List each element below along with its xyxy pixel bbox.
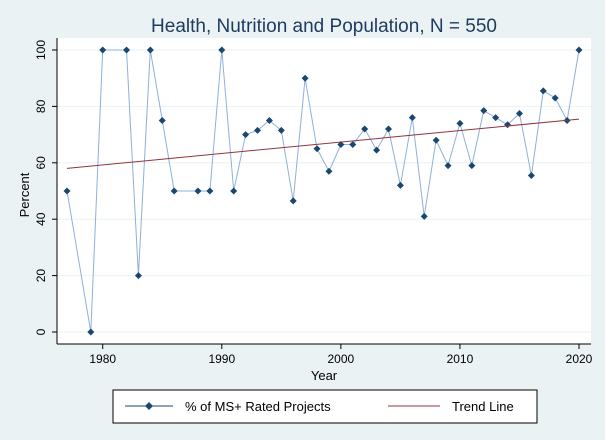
data-point bbox=[551, 94, 559, 102]
data-point bbox=[289, 197, 297, 205]
data-point bbox=[230, 187, 238, 195]
data-point bbox=[408, 114, 416, 122]
y-tick-label-1: 20 bbox=[34, 269, 48, 283]
data-point bbox=[158, 117, 166, 124]
data-point bbox=[444, 162, 452, 170]
data-point bbox=[539, 87, 547, 95]
data-point bbox=[575, 46, 583, 54]
data-point bbox=[134, 272, 142, 280]
data-point bbox=[194, 187, 202, 195]
data-point bbox=[99, 46, 107, 54]
data-point bbox=[123, 46, 131, 54]
y-tick-label-3: 60 bbox=[34, 156, 48, 170]
data-point bbox=[63, 187, 71, 195]
data-point bbox=[349, 140, 357, 148]
data-point bbox=[254, 126, 262, 134]
data-point bbox=[384, 125, 392, 133]
data-point bbox=[301, 74, 309, 82]
data-point bbox=[361, 125, 369, 133]
chart-title: Health, Nutrition and Population, N = 55… bbox=[151, 16, 497, 37]
data-point bbox=[527, 171, 535, 179]
grid bbox=[57, 49, 591, 333]
legend-series1-label: % of MS+ Rated Projects bbox=[185, 399, 331, 414]
data-point bbox=[432, 136, 440, 144]
legend-series1-marker bbox=[145, 402, 153, 410]
data-point bbox=[242, 131, 250, 139]
data-point bbox=[146, 46, 154, 54]
legend-series2-label: Trend Line bbox=[452, 399, 514, 414]
y-axis-label: Percent bbox=[17, 172, 32, 217]
y-tick-label-4: 80 bbox=[34, 99, 48, 113]
x-tick-label-3: 2010 bbox=[447, 352, 474, 366]
y-tick-label-2: 40 bbox=[34, 212, 48, 226]
data-point bbox=[468, 162, 476, 170]
data-point bbox=[480, 107, 488, 115]
ticks: 0 20 40 60 80 100 1980 1990 2000 2010 2020 bbox=[34, 40, 593, 366]
y-tick-label-5: 100 bbox=[34, 40, 48, 60]
data-point bbox=[373, 146, 381, 154]
legend: % of MS+ Rated Projects Trend Line bbox=[112, 389, 538, 424]
data-point bbox=[456, 119, 464, 127]
data-point bbox=[420, 212, 428, 220]
x-tick-label-0: 1980 bbox=[89, 352, 116, 366]
legend-box bbox=[112, 389, 538, 424]
data-point bbox=[325, 167, 333, 175]
data-point bbox=[337, 140, 345, 148]
data-point bbox=[313, 145, 321, 153]
data-point bbox=[515, 109, 523, 117]
data-point bbox=[170, 187, 178, 195]
x-axis-label: Year bbox=[311, 368, 338, 383]
series bbox=[63, 46, 583, 336]
y-tick-label-0: 0 bbox=[34, 328, 48, 335]
data-point bbox=[87, 328, 95, 336]
data-point bbox=[218, 46, 226, 54]
plot-area bbox=[57, 38, 591, 344]
series-line-1 bbox=[66, 118, 580, 169]
x-tick-label-1: 1990 bbox=[208, 352, 235, 366]
data-point bbox=[492, 114, 500, 122]
data-point bbox=[265, 117, 273, 124]
x-tick-label-2: 2000 bbox=[328, 352, 355, 366]
data-point bbox=[277, 126, 285, 134]
x-tick-label-4: 2020 bbox=[566, 352, 593, 366]
data-point bbox=[206, 187, 214, 195]
data-point bbox=[396, 181, 404, 189]
